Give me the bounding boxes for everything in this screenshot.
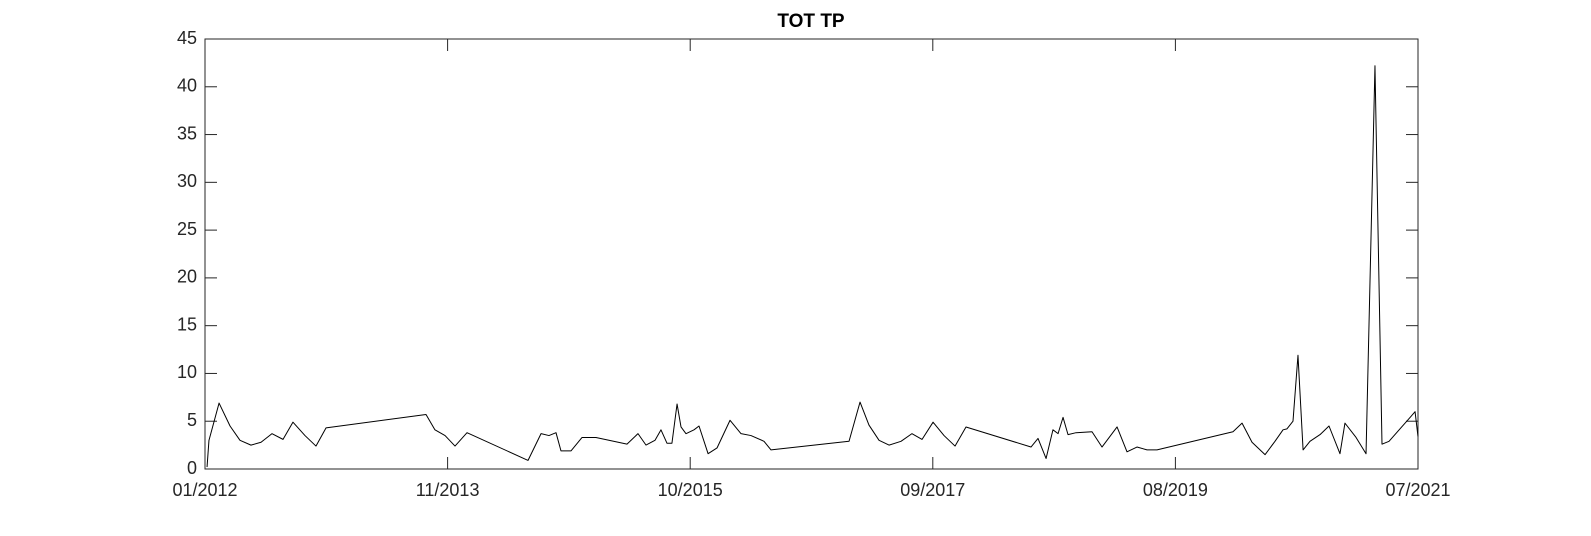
y-tick-label: 35: [177, 123, 197, 143]
x-tick-label: 07/2021: [1385, 480, 1450, 500]
y-tick-label: 30: [177, 171, 197, 191]
x-tick-label: 08/2019: [1143, 480, 1208, 500]
y-tick-label: 0: [187, 458, 197, 478]
x-tick-label: 01/2012: [172, 480, 237, 500]
data-line: [206, 65, 1419, 468]
chart-title: TOT TP: [777, 11, 845, 32]
x-tick-label: 11/2013: [416, 480, 480, 500]
y-tick-label: 5: [187, 410, 197, 430]
y-tick-label: 15: [177, 314, 197, 334]
y-tick-label: 10: [177, 362, 197, 382]
x-tick-label: 10/2015: [658, 480, 723, 500]
x-tick-label: 09/2017: [900, 480, 965, 500]
y-tick-label: 25: [177, 219, 197, 239]
y-tick-label: 20: [177, 267, 197, 287]
y-tick-label: 45: [177, 28, 197, 48]
plot-frame: [204, 38, 1419, 470]
y-tick-label: 40: [177, 76, 197, 96]
